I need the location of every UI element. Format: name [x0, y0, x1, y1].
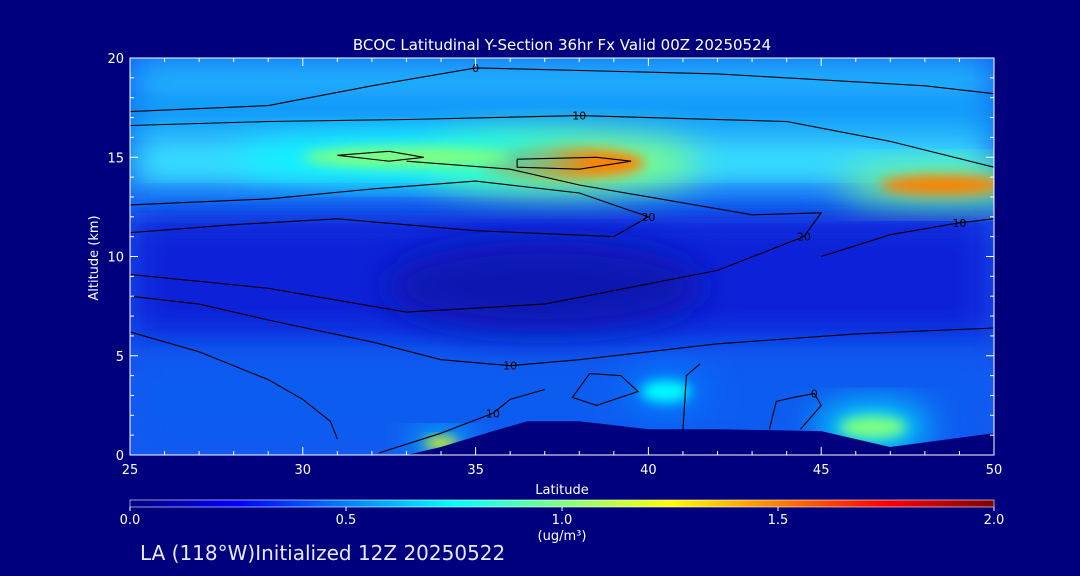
colorbar-tick-label: 1.0: [552, 513, 573, 528]
x-axis: 25 30 35 40 45 50: [122, 58, 1003, 478]
colorbar-ticks: 0.0 0.5 1.0 1.5 2.0: [120, 507, 1005, 528]
y-axis: 0 5 10 15 20: [107, 52, 994, 464]
y-axis-label: Altitude (km): [87, 215, 102, 300]
terrain: [130, 421, 994, 455]
contour-line: [337, 150, 424, 162]
colorbar: [129, 499, 995, 508]
contour-line: [516, 156, 632, 170]
field-band: [130, 58, 994, 108]
x-tick-label: 50: [986, 463, 1003, 478]
y-tick-label: 15: [107, 151, 124, 166]
field-feature: [839, 416, 907, 439]
x-tick-label: 25: [122, 463, 139, 478]
x-tick-label: 40: [640, 463, 657, 478]
contour-label: 20: [797, 231, 811, 244]
field-band: [130, 107, 994, 130]
contour-line: [130, 180, 650, 238]
contour-label: 0: [472, 62, 479, 75]
chart-title: BCOC Latitudinal Y-Section 36hr Fx Valid…: [353, 36, 771, 54]
field-band: [130, 192, 994, 213]
contour-line: [130, 160, 823, 313]
contour-line: [130, 115, 994, 168]
contour-line: [571, 373, 640, 406]
colorbar-tick-label: 0.5: [336, 513, 357, 528]
footer-text: LA (118°W)Initialized 12Z 20250522: [140, 541, 506, 565]
field-core: [384, 241, 705, 332]
colorbar-tick-label: 2.0: [984, 513, 1005, 528]
field-feature: [302, 146, 511, 169]
contour-label: 0: [811, 387, 818, 400]
contour-line: [768, 392, 822, 430]
colorbar-tick-label: 1.5: [768, 513, 789, 528]
contour-label: 10: [486, 407, 500, 420]
x-tick-label: 30: [295, 463, 312, 478]
contour-label: 10: [952, 217, 966, 230]
y-tick-label: 0: [116, 449, 124, 464]
contour-line: [378, 388, 545, 454]
contour-line: [130, 295, 994, 367]
colorbar-tick-label: 0.0: [120, 513, 141, 528]
x-tick-label: 45: [813, 463, 830, 478]
x-axis-label: Latitude: [535, 483, 589, 498]
contour-line: [682, 363, 701, 430]
y-tick-label: 5: [116, 350, 124, 365]
x-tick-label: 35: [467, 463, 484, 478]
contour-label: 10: [503, 360, 517, 373]
contours: 0 10 20 20 10 10 10 0: [130, 62, 994, 454]
terrain-shape: [130, 421, 994, 455]
contour-label: 20: [641, 211, 655, 224]
contour-line: [821, 218, 994, 258]
y-tick-label: 10: [107, 251, 124, 266]
concentration-field: [130, 58, 994, 455]
contour-line: [130, 331, 338, 440]
contour-label: 10: [572, 110, 586, 123]
colorbar-unit: (ug/m³): [538, 529, 587, 544]
field-feature: [640, 380, 691, 403]
field-feature: [879, 175, 994, 195]
y-tick-label: 20: [107, 52, 124, 67]
contour-line: [130, 67, 994, 113]
